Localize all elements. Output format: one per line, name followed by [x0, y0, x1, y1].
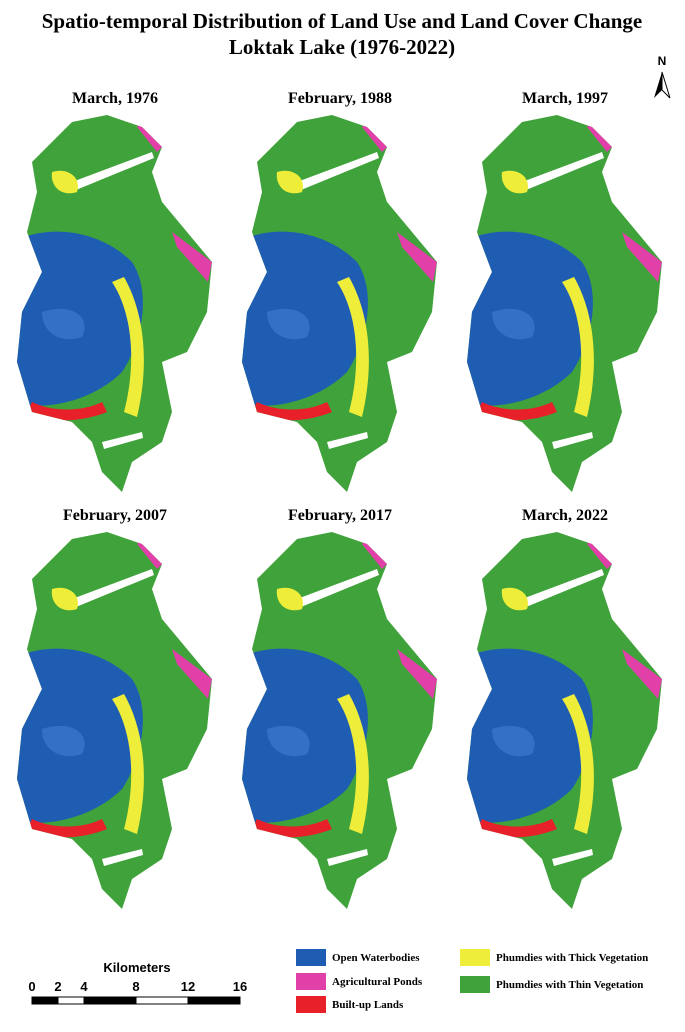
legend-swatch — [460, 976, 490, 993]
legend-label: Open Waterbodies — [332, 952, 420, 964]
lake-map — [462, 529, 672, 919]
lake-map — [237, 112, 447, 502]
panel-label: February, 2007 — [63, 507, 167, 524]
legend-label: Built-up Lands — [332, 999, 404, 1011]
panel-label: March, 1997 — [522, 90, 608, 107]
legend-swatch — [296, 973, 326, 990]
scale-segment — [57, 996, 85, 1005]
lake-map — [12, 529, 222, 919]
legend-label: Phumdies with Thin Vegetation — [496, 979, 643, 991]
title-line-1: Spatio-temporal Distribution of Land Use… — [42, 9, 643, 33]
scale-segment — [83, 996, 137, 1005]
panel-label: February, 1988 — [288, 90, 392, 107]
scale-unit: Kilometers — [103, 960, 170, 975]
panel-label: March, 2022 — [522, 507, 608, 524]
legend-swatch — [460, 949, 490, 966]
panel-label: February, 2017 — [288, 507, 392, 524]
legend-swatch — [296, 949, 326, 966]
lake-map — [12, 112, 222, 502]
scale-segment — [187, 996, 241, 1005]
title-line-2: Loktak Lake (1976-2022) — [229, 35, 455, 59]
scale-segment — [31, 996, 59, 1005]
scale-tick-label: 0 — [28, 979, 35, 994]
lake-map — [462, 112, 672, 502]
lake-map — [237, 529, 447, 919]
legend-label: Phumdies with Thick Vegetation — [496, 952, 648, 964]
legend-label: Agricultural Ponds — [332, 976, 423, 988]
scale-segment — [135, 996, 189, 1005]
scale-tick-label: 2 — [54, 979, 61, 994]
north-arrow: N — [654, 54, 671, 99]
legend-swatch — [296, 996, 326, 1013]
scale-tick-label: 16 — [233, 979, 247, 994]
scale-tick-label: 4 — [80, 979, 88, 994]
north-label: N — [658, 54, 667, 68]
scale-tick-label: 8 — [132, 979, 139, 994]
panel-label: March, 1976 — [72, 90, 158, 107]
scale-tick-label: 12 — [181, 979, 195, 994]
